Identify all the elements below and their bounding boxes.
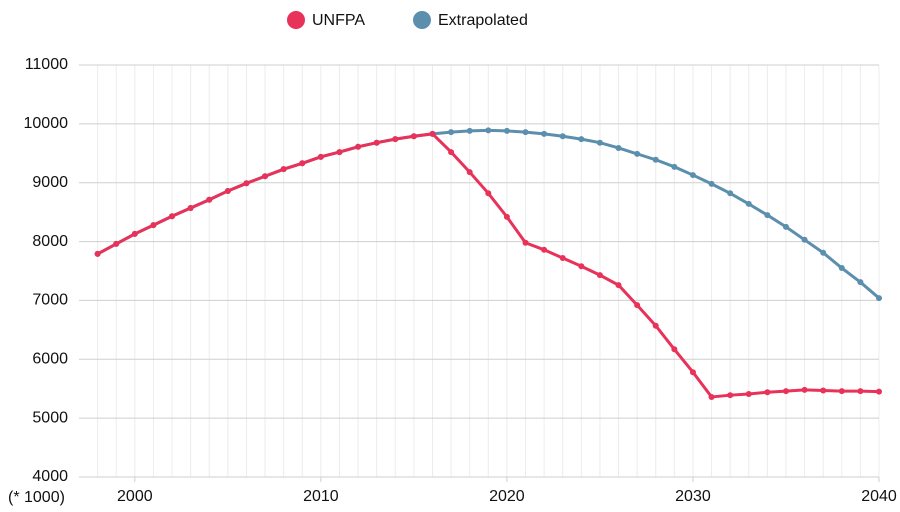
data-point <box>820 249 827 256</box>
data-point <box>280 166 287 173</box>
data-point <box>857 279 864 286</box>
y-tick-label: 9000 <box>32 174 68 191</box>
data-point <box>94 250 101 257</box>
data-point <box>485 190 492 197</box>
data-point <box>708 393 715 400</box>
data-point <box>764 389 771 396</box>
data-point <box>541 246 548 253</box>
data-point <box>652 156 659 163</box>
data-point <box>708 180 715 187</box>
data-point <box>876 388 882 395</box>
data-point <box>448 149 455 156</box>
data-point <box>206 196 213 203</box>
y-tick-label: 6000 <box>32 351 68 368</box>
legend-label: UNFPA <box>312 12 365 29</box>
data-point <box>559 133 566 140</box>
legend-marker <box>413 11 431 29</box>
data-point <box>578 263 585 270</box>
data-point <box>169 213 176 220</box>
data-point <box>522 129 529 136</box>
y-tick-label: 4000 <box>32 468 68 485</box>
data-point <box>671 163 678 170</box>
data-point <box>522 239 529 246</box>
data-point <box>317 153 324 160</box>
legend-label: Extrapolated <box>438 12 528 29</box>
data-point <box>652 322 659 329</box>
data-point <box>224 187 231 194</box>
unit-label: (* 1000) <box>8 489 65 506</box>
data-point <box>857 388 864 395</box>
data-point <box>131 230 138 237</box>
data-point <box>764 212 771 219</box>
y-tick-label: 5000 <box>32 409 68 426</box>
data-point <box>187 205 194 212</box>
data-point <box>634 150 641 157</box>
x-tick-label: 2030 <box>675 488 711 505</box>
data-point <box>355 143 362 150</box>
data-point <box>336 149 343 156</box>
y-tick-label: 11000 <box>25 56 68 73</box>
data-point <box>615 144 622 151</box>
data-point <box>485 127 492 134</box>
data-point <box>596 139 603 146</box>
y-tick-label: 7000 <box>32 292 68 309</box>
data-point <box>503 213 510 220</box>
y-tick-label: 8000 <box>32 233 68 250</box>
data-point <box>876 295 882 302</box>
data-point <box>671 346 678 353</box>
data-point <box>578 136 585 143</box>
data-point <box>838 265 845 272</box>
x-tick-label: 2020 <box>489 488 525 505</box>
data-point <box>801 236 808 243</box>
data-point <box>448 129 455 136</box>
data-point <box>541 130 548 137</box>
data-point <box>559 255 566 262</box>
data-point <box>429 130 436 137</box>
data-point <box>299 160 306 167</box>
data-point <box>466 127 473 134</box>
x-tick-label: 2040 <box>861 488 897 505</box>
data-point <box>838 388 845 395</box>
legend-marker <box>287 11 305 29</box>
data-point <box>689 369 696 376</box>
data-point <box>596 272 603 279</box>
data-point <box>615 282 622 289</box>
data-point <box>801 386 808 393</box>
data-point <box>689 172 696 179</box>
data-point <box>727 392 734 399</box>
data-point <box>782 223 789 230</box>
data-point <box>373 139 380 146</box>
data-point <box>503 127 510 134</box>
data-point <box>634 302 641 309</box>
data-point <box>466 169 473 176</box>
data-point <box>410 133 417 140</box>
x-tick-label: 2000 <box>117 488 153 505</box>
data-point <box>782 388 789 395</box>
data-point <box>262 173 269 180</box>
data-point <box>243 180 250 187</box>
data-point <box>392 136 399 143</box>
data-point <box>745 200 752 207</box>
data-point <box>820 387 827 394</box>
y-tick-label: 10000 <box>24 115 69 132</box>
data-point <box>727 190 734 197</box>
x-tick-label: 2010 <box>303 488 339 505</box>
data-point <box>150 222 157 229</box>
data-point <box>745 391 752 398</box>
data-point <box>113 240 120 247</box>
